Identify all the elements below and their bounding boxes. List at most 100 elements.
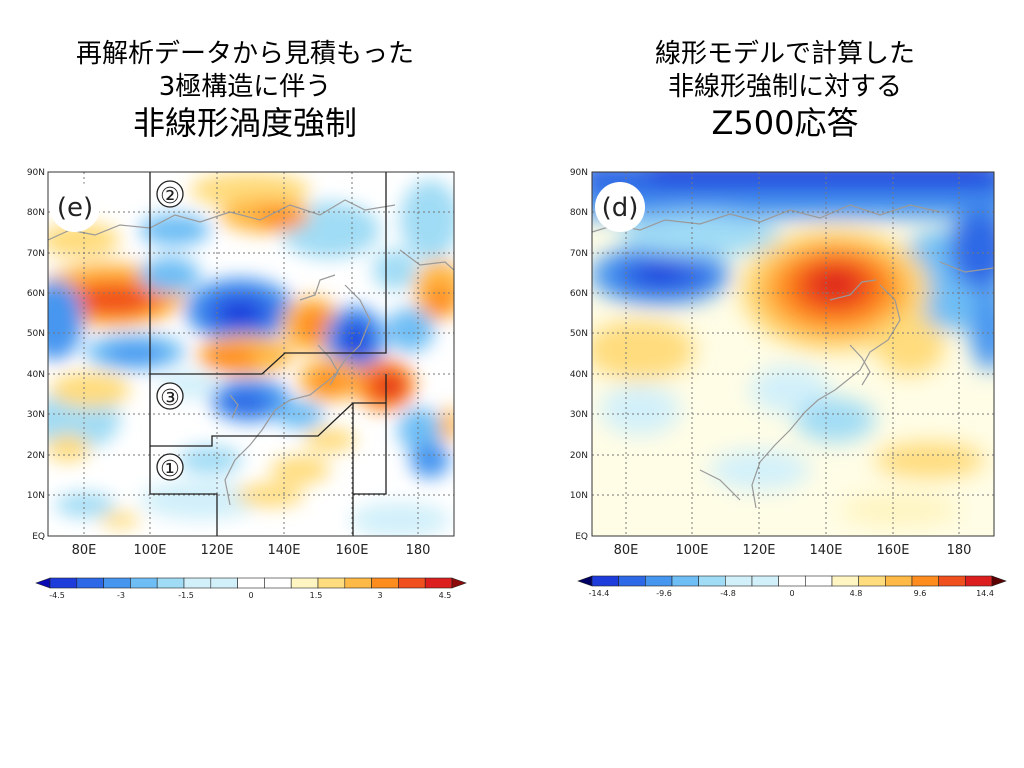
colorbar-cell — [344, 577, 372, 589]
right-panel-label-text: (d) — [602, 193, 639, 223]
right-lat-20n: 20N — [570, 451, 588, 461]
left-cbar-label-1: -3 — [117, 591, 125, 600]
region-label-3: ③ — [156, 382, 184, 411]
region-1-box — [149, 446, 218, 536]
right-colorbar — [577, 575, 1007, 587]
right-title-line1: 線形モデルで計算した — [654, 39, 915, 69]
colorbar-cell — [76, 577, 104, 589]
right-lon-140e: 140E — [809, 543, 842, 558]
left-lon-160e: 160E — [335, 543, 368, 558]
colorbar-cell — [671, 575, 699, 587]
left-lon-180: 180 — [406, 543, 431, 558]
colorbar-cell — [645, 575, 673, 587]
colorbar-cell — [103, 577, 131, 589]
left-lat-80n: 80N — [27, 208, 45, 218]
right-lon-80e: 80E — [614, 543, 639, 558]
right-lat-eq: EQ — [575, 532, 588, 542]
right-panel-title: 線形モデルで計算した 非線形強制に対する Z500応答 — [560, 38, 1010, 143]
left-cbar-label-4: 1.5 — [310, 591, 323, 600]
colorbar-cell — [49, 577, 78, 589]
left-cbar-label-2: -1.5 — [178, 591, 194, 600]
left-cbar-label-6: 4.5 — [439, 591, 452, 600]
colorbar-cell — [698, 575, 726, 587]
colorbar-cell — [317, 577, 346, 589]
left-title-line1: 再解析データから見積もった — [75, 39, 414, 69]
colorbar-cell — [965, 575, 993, 587]
right-cbar-label-4: 4.8 — [850, 589, 863, 598]
right-cbar-label-2: -4.8 — [720, 589, 736, 598]
left-colorbar-labels: -4.5 -3 -1.5 0 1.5 3 4.5 — [49, 591, 451, 600]
right-lat-80n: 80N — [570, 208, 588, 218]
left-lon-140e: 140E — [267, 543, 300, 558]
left-lat-labels: 90N 80N 70N 60N 50N 40N 30N 20N 10N EQ — [27, 168, 45, 542]
colorbar-cell — [751, 575, 779, 587]
right-lat-labels: 90N 80N 70N 60N 50N 40N 30N 20N 10N EQ — [570, 168, 588, 542]
left-panel-label-text: (e) — [57, 193, 93, 223]
colorbar-max-arrow — [991, 575, 1007, 587]
region-2-box — [149, 172, 387, 375]
colorbar-cell — [210, 577, 238, 589]
left-vorticity-field — [48, 172, 454, 536]
colorbar-cell — [424, 577, 453, 589]
left-title-line2: 3極構造に伴う — [158, 71, 332, 102]
right-cbar-label-1: -9.6 — [656, 589, 672, 598]
right-title-line2: 非線形強制に対する — [667, 71, 902, 102]
right-cbar-label-6: 14.4 — [976, 589, 994, 598]
right-coastlines — [592, 204, 994, 509]
colorbar-cell — [130, 577, 158, 589]
left-region-boxes — [149, 172, 387, 536]
left-cbar-label-0: -4.5 — [49, 591, 65, 600]
left-coastlines — [48, 199, 454, 506]
right-lat-50n: 50N — [570, 329, 588, 339]
svg-text:②: ② — [160, 184, 180, 209]
colorbar-cell — [398, 577, 426, 589]
right-lat-40n: 40N — [570, 370, 588, 380]
colorbar-cell — [778, 575, 806, 587]
right-lat-30n: 30N — [570, 410, 588, 420]
svg-text:③: ③ — [160, 386, 180, 411]
right-panel-label: (d) — [595, 182, 645, 232]
left-lat-90n: 90N — [27, 168, 45, 178]
left-lon-120e: 120E — [200, 543, 233, 558]
left-panel-label: (e) — [50, 182, 100, 232]
right-lat-90n: 90N — [570, 168, 588, 178]
right-z500-field — [592, 172, 994, 528]
right-cbar-label-3: 0 — [789, 589, 794, 598]
right-lat-70n: 70N — [570, 249, 588, 259]
svg-text:①: ① — [160, 457, 180, 482]
left-map: (e) ② ③ ① 90N 80N 70N 60N 50N 40N 30N 20… — [27, 168, 467, 600]
right-lat-60n: 60N — [570, 289, 588, 299]
right-lon-100e: 100E — [675, 543, 708, 558]
colorbar-cell — [911, 575, 939, 587]
left-lat-10n: 10N — [27, 491, 45, 501]
left-map-frame — [47, 171, 455, 537]
colorbar-max-arrow — [451, 577, 467, 589]
colorbar-cell — [237, 577, 265, 589]
left-lat-40n: 40N — [27, 370, 45, 380]
right-map: (d) 90N 80N 70N 60N 50N 40N 30N 20N 10N … — [570, 168, 1007, 598]
colorbar-cell — [618, 575, 646, 587]
colorbar-cell — [831, 575, 859, 587]
right-lon-120e: 120E — [742, 543, 775, 558]
colorbar-cell — [591, 575, 619, 587]
left-title-line3: 非線形渦度強制 — [132, 104, 357, 142]
right-title-line3: Z500応答 — [711, 104, 859, 142]
right-gridlines — [592, 172, 994, 536]
colorbar-cell — [938, 575, 966, 587]
left-cbar-label-3: 0 — [248, 591, 253, 600]
left-lon-80e: 80E — [72, 543, 97, 558]
left-colorbar — [35, 577, 467, 589]
left-lat-30n: 30N — [27, 410, 45, 420]
right-map-frame — [591, 171, 995, 537]
colorbar-cell — [885, 575, 913, 587]
right-cbar-label-5: 9.6 — [914, 589, 927, 598]
right-lon-labels: 80E 100E 120E 140E 160E 180 — [614, 543, 972, 558]
left-cbar-label-5: 3 — [377, 591, 382, 600]
right-cbar-label-0: -14.4 — [589, 589, 610, 598]
colorbar-cell — [183, 577, 212, 589]
region-label-1: ① — [156, 453, 184, 482]
left-panel-title: 再解析データから見積もった 3極構造に伴う 非線形渦度強制 — [20, 38, 470, 143]
region-boundary-se — [353, 403, 387, 495]
left-lat-20n: 20N — [27, 451, 45, 461]
